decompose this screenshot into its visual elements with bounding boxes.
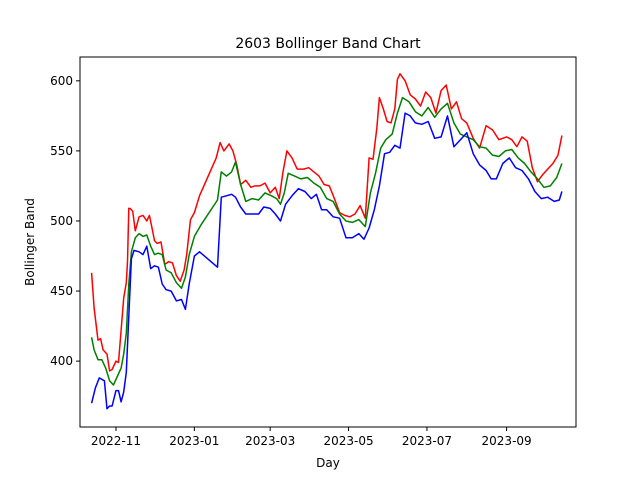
x-tick-label: 2023-03: [245, 434, 295, 448]
x-axis: 2022-11 2023-01 2023-03 2023-05 2023-07 2023-…: [91, 427, 532, 448]
chart-title: 2603 Bollinger Band Chart: [235, 36, 421, 52]
y-axis-label: Bollinger Band: [23, 198, 37, 286]
plot-frame: [79, 56, 577, 428]
x-tick-label: 2022-11: [91, 434, 141, 448]
y-tick-label: 500: [50, 214, 73, 228]
y-tick-label: 400: [50, 354, 73, 368]
series-line-2: [90, 96, 563, 386]
y-tick-label: 450: [50, 284, 73, 298]
plot-area: [90, 73, 563, 410]
x-tick-label: 2023-01: [169, 434, 219, 448]
y-tick-label: 600: [50, 74, 73, 88]
series-line-3: [90, 112, 563, 410]
y-tick-label: 550: [50, 144, 73, 158]
x-tick-label: 2023-07: [402, 434, 452, 448]
x-tick-label: 2023-05: [323, 434, 373, 448]
x-axis-label: Day: [316, 456, 340, 470]
series-line-1: [90, 73, 563, 372]
x-tick-label: 2023-09: [482, 434, 532, 448]
y-axis: 400 450 500 550 600: [50, 74, 80, 368]
